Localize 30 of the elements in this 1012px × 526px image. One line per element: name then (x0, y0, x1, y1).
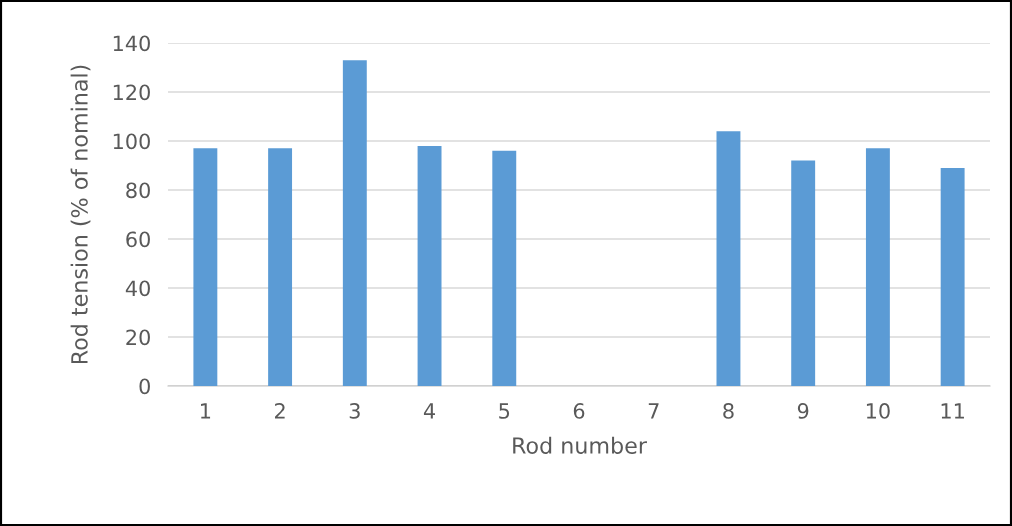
x-tick-label: 1 (201, 403, 211, 419)
x-tick-label: 3 (349, 403, 360, 419)
bar (342, 60, 367, 386)
y-axis-title: Rod tension (% of nominal) (70, 65, 91, 364)
bar (492, 150, 517, 386)
x-axis-title: Rod number (513, 436, 647, 454)
bar (791, 160, 816, 386)
x-tick-label: 7 (648, 403, 659, 419)
x-tick-label: 8 (723, 403, 734, 419)
x-tick-label: 9 (797, 403, 809, 419)
y-tick-label: 100 (113, 133, 150, 150)
y-tick-label: 20 (126, 329, 150, 346)
bar (940, 167, 965, 386)
x-tick-label: 4 (423, 403, 435, 419)
y-tick-label: 80 (126, 182, 150, 199)
y-tick-label: 140 (113, 35, 150, 52)
x-tick-label: 10 (866, 403, 890, 419)
x-tick-label: 11 (941, 403, 964, 419)
y-tick-label: 60 (126, 231, 150, 248)
y-tick-label: 40 (125, 280, 150, 297)
y-tick-label: 0 (139, 378, 150, 395)
bar (193, 148, 218, 386)
x-tick-label: 6 (573, 403, 585, 419)
bar (417, 145, 442, 386)
x-tick-label: 5 (499, 403, 510, 419)
bar (865, 148, 890, 386)
x-tick-label: 2 (274, 403, 285, 419)
bar (268, 148, 293, 386)
bar (716, 131, 741, 386)
y-tick-label: 120 (113, 84, 150, 101)
